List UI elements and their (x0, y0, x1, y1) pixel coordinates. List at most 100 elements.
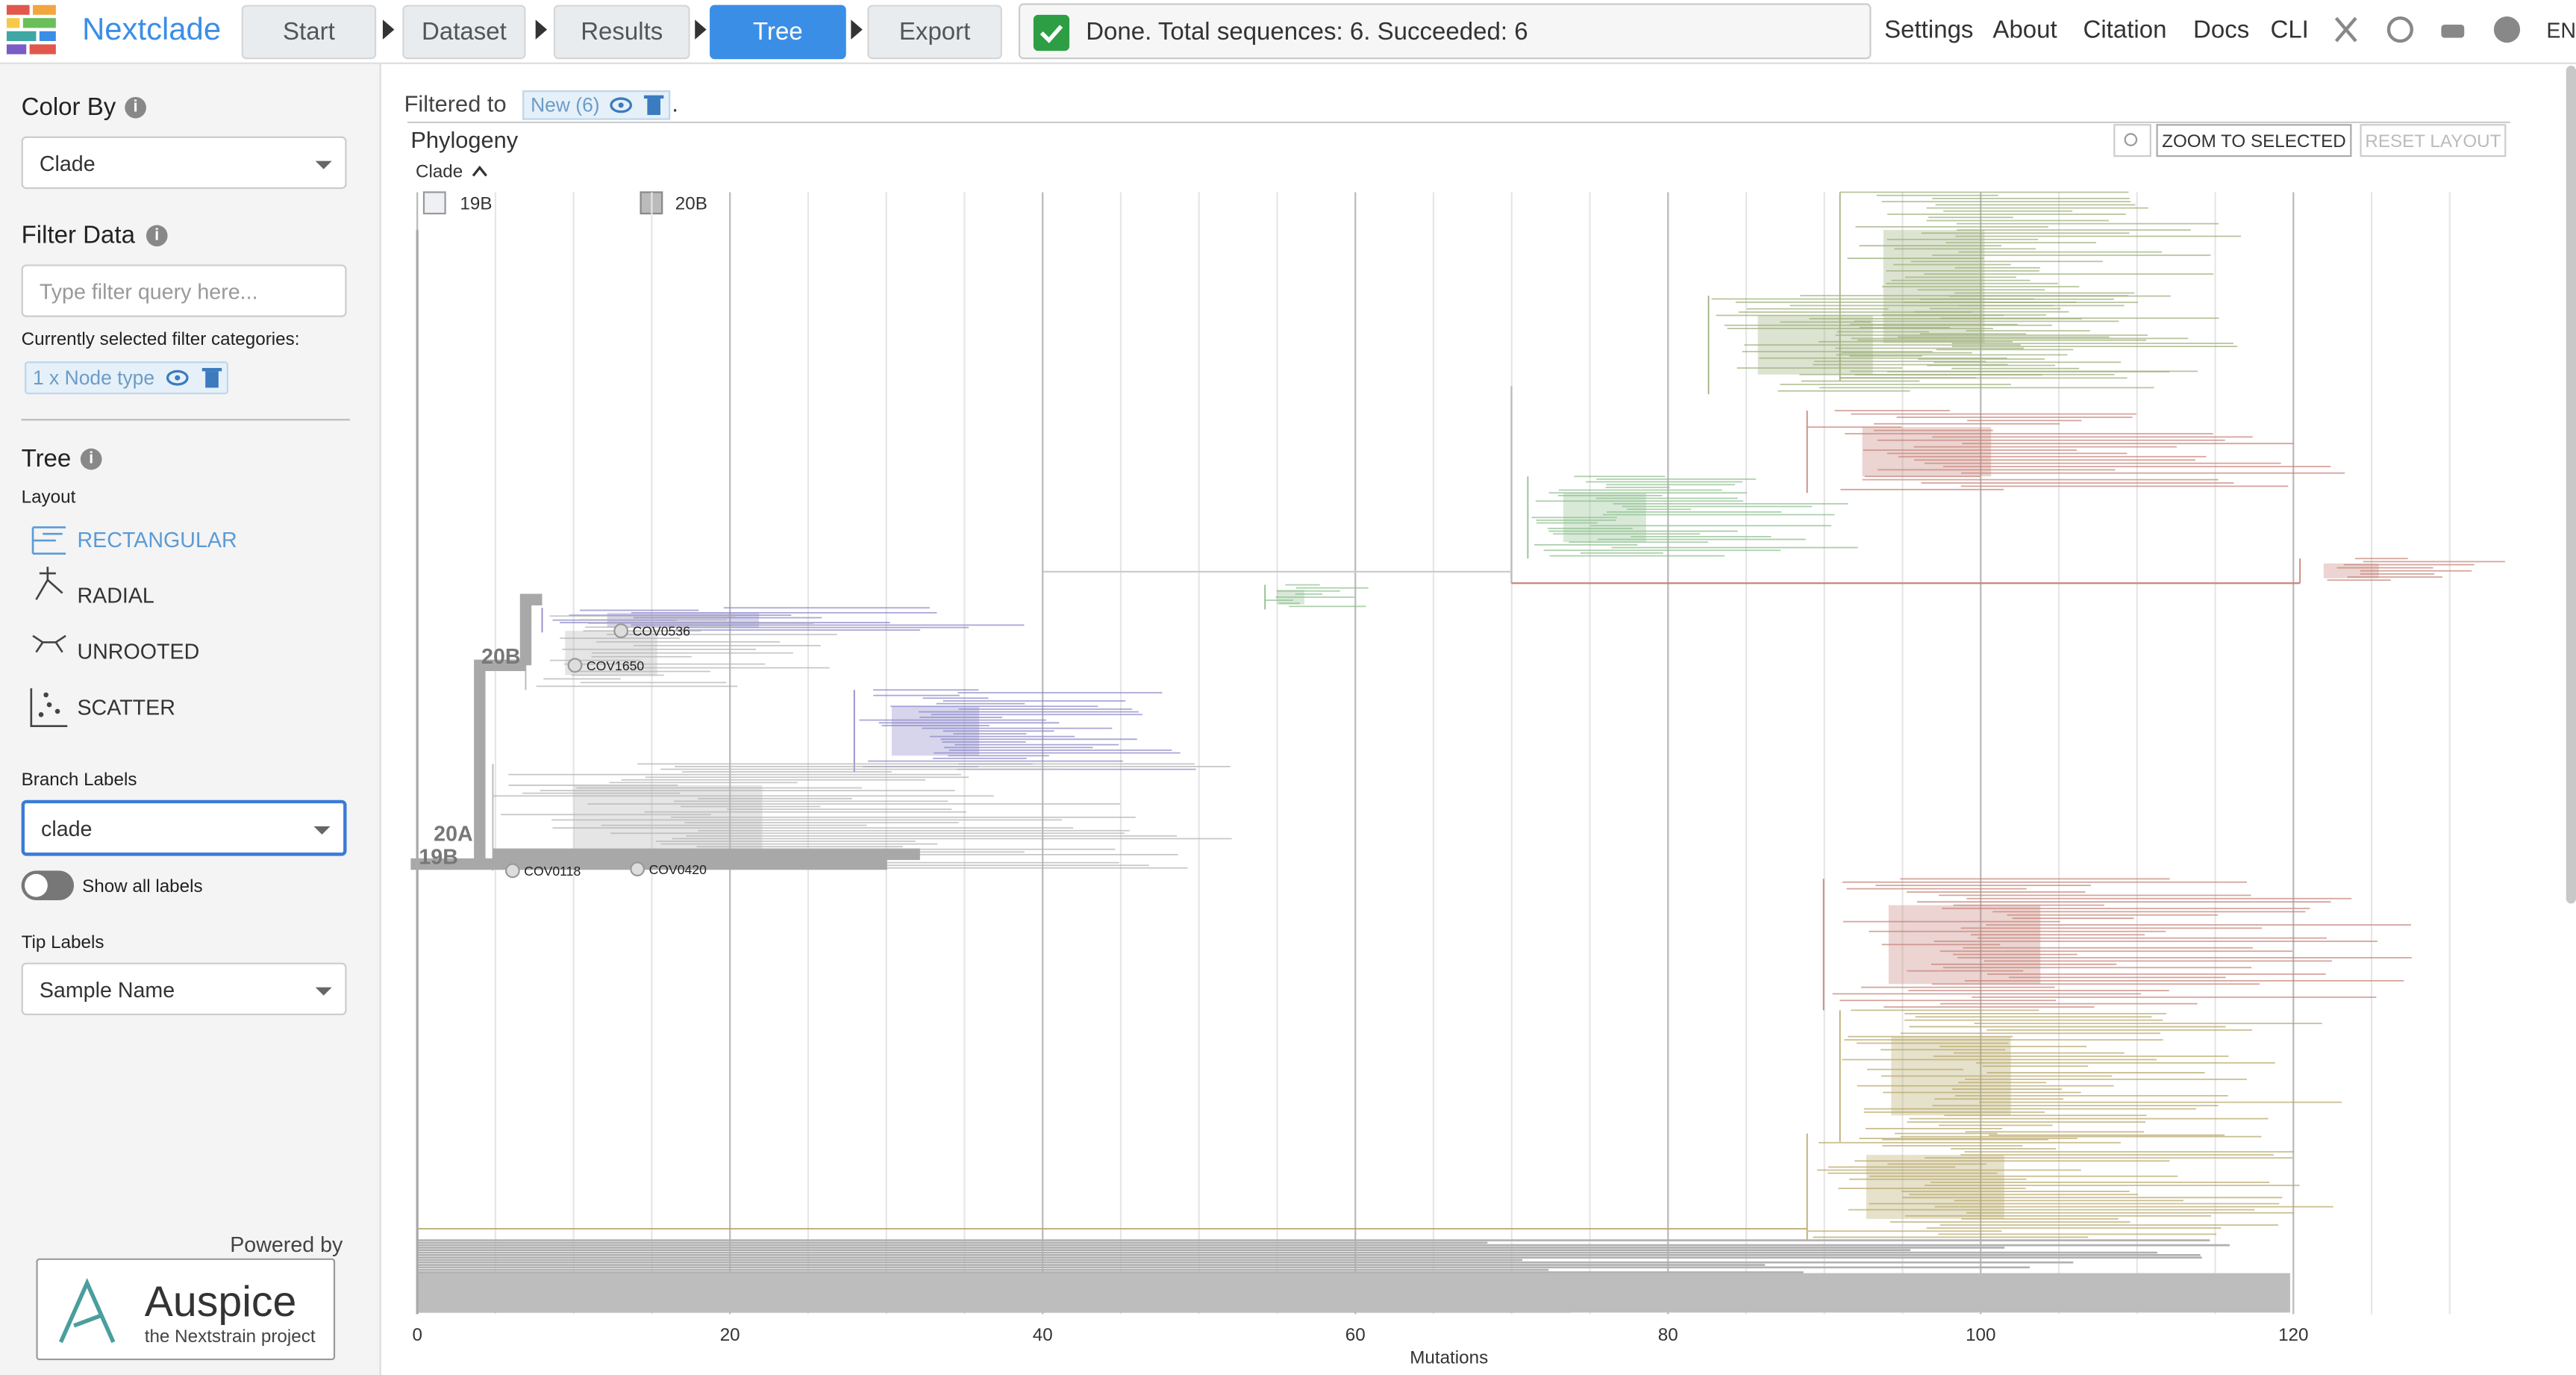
auspice-sub: the Nextstrain project (144, 1327, 316, 1347)
nav-link[interactable]: Docs (2193, 16, 2250, 45)
chip-icons[interactable] (161, 367, 224, 390)
step-button[interactable]: Tree (710, 4, 846, 60)
section-title: Tree (21, 445, 72, 473)
step-arrow (695, 19, 707, 40)
section-title: Color By (21, 93, 116, 122)
step-button[interactable]: Start (241, 4, 377, 60)
branch-bundle (573, 785, 763, 849)
layout-icons (30, 526, 68, 728)
zoom-icon-button[interactable] (2113, 124, 2151, 158)
x-tick-label: 80 (1658, 1325, 1678, 1345)
filter-chip[interactable]: 1 x Node type (25, 361, 229, 395)
branch-bundle (1862, 427, 1992, 477)
x-tick-label: 60 (1345, 1325, 1366, 1345)
scrollbar[interactable] (2566, 66, 2576, 904)
auspice-logo[interactable]: Auspice the Nextstrain project (36, 1258, 336, 1361)
section-title: Filter Data (21, 222, 135, 250)
branch-bundle (1277, 590, 1304, 605)
select-value: Sample Name (39, 977, 175, 1003)
status-text: Done. Total sequences: 6. Succeeded: 6 (1086, 18, 1528, 46)
social-icons[interactable] (2333, 15, 2538, 45)
nav-link[interactable]: Settings (1884, 16, 1974, 45)
status-box: Done. Total sequences: 6. Succeeded: 6 (1018, 3, 1872, 60)
legend-label[interactable]: 20B (675, 194, 707, 214)
layout-option[interactable]: SCATTER (77, 694, 175, 720)
field-label: Tip Labels (21, 932, 104, 953)
clade-label: 20A (434, 823, 472, 846)
toggle[interactable] (21, 870, 75, 900)
info-icon[interactable]: i (125, 96, 146, 119)
tip-node (613, 623, 629, 638)
x-tick-label: 100 (1966, 1325, 1995, 1345)
branch-bundle (1757, 315, 1873, 375)
branch-labels-select[interactable]: clade (21, 799, 347, 856)
powered-by: Powered by (230, 1232, 343, 1257)
tip-label: COV0536 (633, 624, 690, 639)
layout-option[interactable]: UNROOTED (77, 639, 200, 664)
chip-text: New (6) (531, 93, 600, 117)
branch-bundle (2323, 563, 2379, 579)
tip-label: COV1650 (587, 658, 644, 673)
branch-bundle (1866, 1155, 2004, 1219)
divider (21, 419, 350, 421)
zoom-button-text: ZOOM TO SELECTED (2162, 131, 2346, 152)
tip-node (630, 861, 645, 877)
logo (6, 4, 56, 54)
branch-bundle (1563, 493, 1646, 543)
panel-title: Phylogeny (410, 127, 518, 153)
color-by-select[interactable]: Clade (21, 136, 347, 190)
field-label: Branch Labels (21, 770, 137, 791)
step-arrow (535, 19, 548, 40)
branch-bundle (1888, 905, 2041, 985)
step-button[interactable]: Dataset (402, 4, 526, 60)
nav-link[interactable]: Citation (2083, 16, 2167, 45)
filter-input[interactable]: Type filter query here... (21, 264, 347, 317)
tip-label: COV0118 (524, 864, 581, 879)
chip-text: 1 x Node type (33, 366, 155, 390)
info-icon[interactable]: i (146, 225, 168, 247)
x-tick-label: 120 (2278, 1325, 2308, 1345)
x-tick-label: 20 (720, 1325, 740, 1345)
tree-group: Phylogeny ZOOM TO SELECTED RESET LAYOUT … (407, 121, 2510, 1368)
layout-option[interactable]: RADIAL (77, 583, 154, 608)
reset-button[interactable] (2360, 124, 2507, 158)
branch-bundle (1883, 230, 1985, 343)
chip-icons[interactable] (606, 93, 665, 116)
zoom-button[interactable] (2156, 124, 2352, 158)
placeholder: Type filter query here... (39, 279, 258, 305)
filtered-end: . (672, 90, 678, 117)
legend-swatch[interactable] (422, 191, 446, 215)
filtered-label: Filtered to (404, 90, 507, 117)
clade-label: 20B (481, 645, 520, 669)
step-arrow (382, 19, 395, 40)
step-button[interactable]: Results (553, 4, 690, 60)
filter-chip[interactable]: New (6) (522, 90, 671, 120)
nav-link[interactable]: CLI (2270, 16, 2309, 45)
tip-node (567, 658, 583, 673)
x-axis-title: Mutations (1410, 1348, 1488, 1368)
sidebar: Color By i Clade Filter Data i Type filt… (0, 63, 381, 1375)
reset-button-text: RESET LAYOUT (2365, 131, 2501, 152)
x-tick-label: 40 (1033, 1325, 1053, 1345)
info-icon[interactable]: i (80, 448, 102, 470)
header: Nextclade Start Dataset Results Tree Exp… (0, 0, 2576, 64)
branch-bundle (891, 706, 980, 756)
legend-label[interactable]: 19B (460, 194, 492, 214)
layout-label: Layout (21, 487, 76, 508)
language[interactable]: EN (2546, 18, 2576, 43)
tip-node (504, 863, 520, 879)
nav-link[interactable]: About (1992, 16, 2057, 45)
step-button[interactable]: Export (867, 4, 1002, 60)
layout-option[interactable]: RECTANGULAR (77, 527, 237, 552)
legend-title[interactable]: Clade (416, 162, 463, 182)
step-arrow (851, 19, 863, 40)
brand[interactable]: Nextclade (82, 13, 222, 48)
tip-label: COV0420 (649, 862, 707, 877)
trunk (417, 1273, 2290, 1313)
check-icon (1033, 14, 1070, 52)
tip-labels-select[interactable]: Sample Name (21, 962, 347, 1016)
filter-label: Currently selected filter categories: (21, 330, 300, 350)
